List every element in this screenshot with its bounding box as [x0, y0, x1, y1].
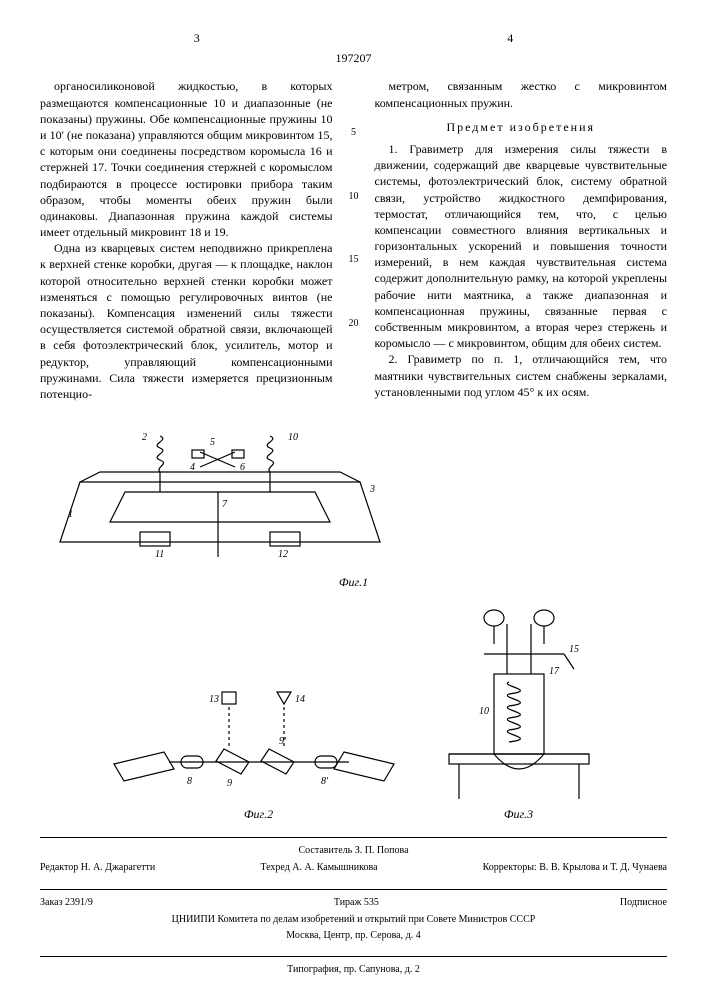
fig2-label-9: 9 — [227, 778, 232, 789]
patent-number: 197207 — [40, 50, 667, 66]
figure-1-svg: 1 2 3 4 5 6 7 10 11 12 — [40, 422, 400, 572]
credits-subscription: Подписное — [620, 896, 667, 910]
figure-row-2-3: 13 14 8 8' 9 9' Фиг.2 — [40, 604, 667, 822]
fig2-label-8p: 8' — [321, 776, 329, 787]
credits-row-order: Заказ 2391/9 Тираж 535 Подписное — [40, 896, 667, 910]
fig1-label-2: 2 — [142, 432, 147, 443]
figure-3: 10 15 17 Фиг.3 — [439, 604, 599, 822]
figures-block: 1 2 3 4 5 6 7 10 11 12 Фиг.1 — [40, 422, 667, 822]
right-col-page-num: 4 — [354, 30, 668, 46]
line-num: 5 — [351, 126, 356, 140]
left-col-page-num: 3 — [40, 30, 354, 46]
fig3-label-17: 17 — [549, 666, 560, 677]
separator-rule-2 — [40, 889, 667, 890]
fig2-label-8: 8 — [187, 776, 192, 787]
credits-techred: Техред А. А. Камышникова — [260, 861, 377, 875]
text-columns: органосиликоновой жидкостью, в которых р… — [40, 78, 667, 402]
left-para-2: Одна из кварцевых систем неподвижно прик… — [40, 240, 333, 402]
claims-heading: Предмет изобретения — [375, 119, 668, 135]
claim-1: 1. Гравиметр для измерения силы тяжести … — [375, 141, 668, 351]
fig1-label-6: 6 — [240, 462, 245, 473]
credits-row-editors: Редактор Н. А. Джарагетти Техред А. А. К… — [40, 861, 667, 875]
line-number-gutter: 5 10 15 20 — [347, 78, 361, 402]
separator-rule — [40, 837, 667, 838]
figure-1-caption: Фиг.1 — [40, 574, 667, 590]
fig2-label-13: 13 — [209, 694, 219, 705]
left-column: органосиликоновой жидкостью, в которых р… — [40, 78, 333, 402]
fig1-label-10: 10 — [288, 432, 298, 443]
fig1-label-12: 12 — [278, 549, 288, 560]
claim-2: 2. Гравиметр по п. 1, отличающийся тем, … — [375, 351, 668, 400]
credits-typography: Типография, пр. Сапунова, д. 2 — [40, 963, 667, 977]
figure-2-caption: Фиг.2 — [109, 806, 409, 822]
fig1-label-5: 5 — [210, 437, 215, 448]
right-para-1: метром, связанным жестко с микровинтом к… — [375, 78, 668, 110]
figure-2: 13 14 8 8' 9 9' Фиг.2 — [109, 684, 409, 822]
credits-correctors: Корректоры: В. В. Крылова и Т. Д. Чунаев… — [483, 861, 667, 875]
figure-2-svg: 13 14 8 8' 9 9' — [109, 684, 409, 804]
page-columns-numbers: 3 4 — [40, 30, 667, 46]
fig3-label-15: 15 — [569, 644, 579, 655]
fig2-label-14: 14 — [295, 694, 305, 705]
right-column: метром, связанным жестко с микровинтом к… — [375, 78, 668, 402]
fig1-label-3: 3 — [369, 484, 375, 495]
credits-committee: ЦНИИПИ Комитета по делам изобретений и о… — [40, 913, 667, 927]
credits-block: Составитель З. П. Попова Редактор Н. А. … — [40, 844, 667, 977]
fig1-label-4: 4 — [190, 462, 195, 473]
fig1-label-11: 11 — [155, 549, 164, 560]
separator-rule-3 — [40, 956, 667, 957]
figure-1: 1 2 3 4 5 6 7 10 11 12 Фиг.1 — [40, 422, 667, 590]
fig2-label-9p: 9' — [279, 736, 287, 747]
figure-3-svg: 10 15 17 — [439, 604, 599, 804]
fig3-label-10: 10 — [479, 706, 489, 717]
fig1-label-1: 1 — [68, 509, 73, 520]
credits-address: Москва, Центр, пр. Серова, д. 4 — [40, 929, 667, 943]
figure-3-caption: Фиг.3 — [439, 806, 599, 822]
line-num: 20 — [349, 317, 359, 331]
fig1-label-7: 7 — [222, 499, 228, 510]
left-para-1: органосиликоновой жидкостью, в которых р… — [40, 78, 333, 240]
line-num: 10 — [349, 190, 359, 204]
credits-editor: Редактор Н. А. Джарагетти — [40, 861, 155, 875]
line-num: 15 — [349, 253, 359, 267]
credits-order: Заказ 2391/9 — [40, 896, 93, 910]
credits-tirazh: Тираж 535 — [334, 896, 379, 910]
page: 3 4 197207 органосиликоновой жидкостью, … — [0, 0, 707, 997]
credits-compiler: Составитель З. П. Попова — [40, 844, 667, 858]
